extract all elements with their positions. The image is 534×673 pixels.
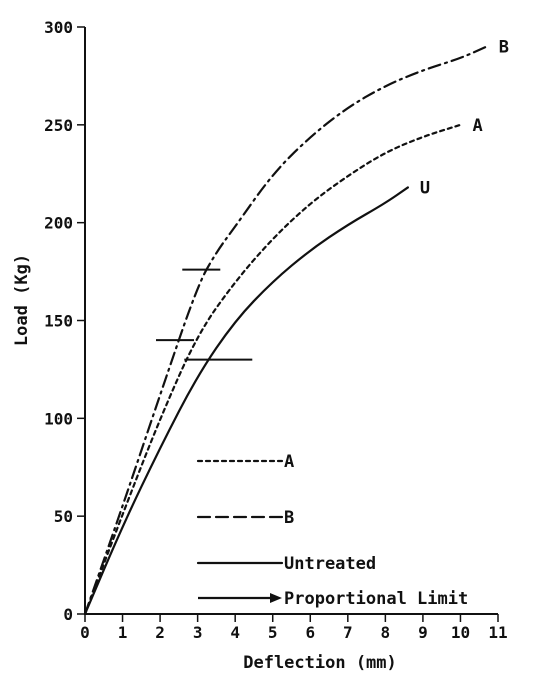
legend-entry: A [196,452,294,472]
y-tick-label: 50 [54,507,73,526]
x-tick-label: 11 [488,623,507,642]
axis-ticks: 0 1 2 3 4 5 6 7 8 9 10 11 0 50 100 150 200 250 300 [44,18,508,642]
legend-label: Proportional Limit [284,589,468,609]
x-tick-label: 2 [155,623,165,642]
legend-entry: Proportional Limit [198,589,468,609]
legend-label: Untreated [284,554,376,574]
x-tick-label: 3 [193,623,203,642]
x-tick-label: 5 [268,623,278,642]
proportional-limit-markers [156,268,253,361]
series-end-label: U [420,178,430,198]
series-end-label: A [472,116,482,136]
x-tick-label: 1 [118,623,128,642]
x-tick-label: 0 [80,623,90,642]
legend: A B Untreated Proportional Limit [196,452,468,609]
series-line-untreated [83,186,409,616]
x-tick-label: 6 [305,623,315,642]
y-tick-label: 250 [44,116,73,135]
x-axis-label: Deflection (mm) [243,653,397,673]
x-tick-label: 8 [381,623,391,642]
y-axis-label: Load (Kg) [12,254,32,346]
x-tick-label: 4 [230,623,240,642]
y-tick-label: 200 [44,214,73,233]
series-end-label: B [499,38,509,58]
legend-entry: Untreated [196,554,376,574]
y-tick-label: 100 [44,409,73,428]
x-tick-label: 10 [451,623,470,642]
x-tick-label: 9 [418,623,428,642]
y-tick-label: 150 [44,312,73,331]
legend-entry: B [196,508,294,528]
legend-label: B [284,508,294,528]
y-tick-label: 300 [44,18,73,37]
curves: B A U [83,38,509,616]
x-tick-label: 7 [343,623,353,642]
y-tick-label: 0 [63,605,73,624]
series-line-b [83,45,488,616]
series-line-a [83,123,462,616]
arrow-icon [270,593,282,603]
legend-label: A [284,452,294,472]
